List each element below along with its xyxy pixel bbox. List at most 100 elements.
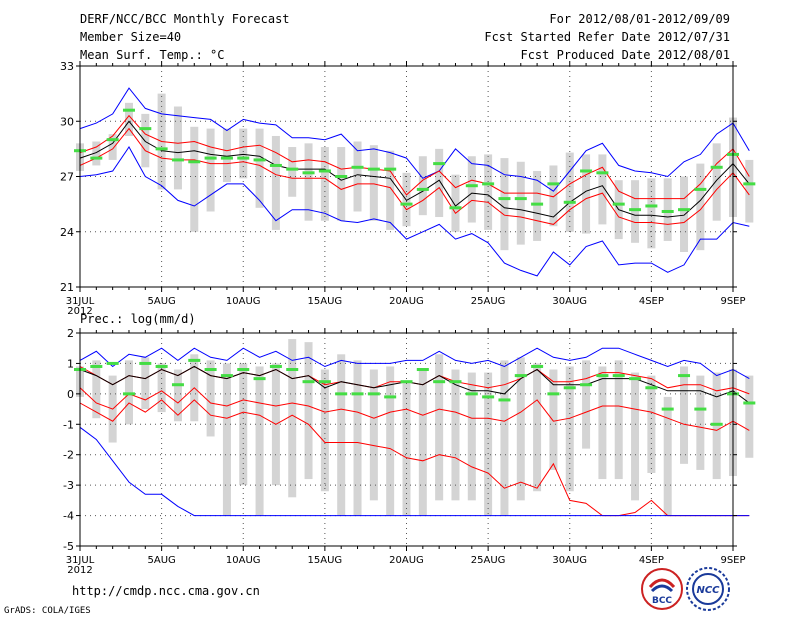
range-box [157, 363, 166, 413]
median-marker [629, 208, 642, 212]
median-marker [433, 380, 446, 384]
median-marker [678, 374, 691, 378]
series-max [79, 347, 750, 380]
range-box [141, 113, 150, 168]
median-marker [155, 147, 168, 151]
range-box [206, 128, 215, 212]
median-marker [122, 108, 135, 112]
median-marker [335, 392, 348, 396]
x-tick-label: 9SEP [720, 296, 745, 307]
x-tick-label: 15AUG [308, 296, 343, 307]
median-marker [204, 368, 217, 372]
median-marker [498, 197, 511, 201]
median-marker [743, 182, 756, 186]
median-marker [416, 187, 429, 191]
median-marker [514, 197, 527, 201]
median-marker [710, 422, 723, 426]
range-box [386, 366, 395, 516]
member-size: Member Size=40 [80, 30, 182, 44]
range-box [680, 366, 689, 464]
median-marker [400, 380, 413, 384]
median-marker [563, 386, 576, 390]
range-box [451, 369, 460, 501]
median-marker [286, 167, 299, 171]
range-box [663, 178, 672, 241]
bcc-logo-text: BCC [652, 596, 672, 606]
range-box [337, 354, 346, 516]
series-min [79, 426, 750, 517]
y-tick-label: 30 [60, 115, 74, 128]
y-tick-label: -1 [63, 418, 74, 431]
ncc-logo: NCC [686, 567, 730, 611]
y-tick-label: -3 [63, 479, 74, 492]
y-tick-label: 1 [67, 357, 74, 370]
median-marker [188, 358, 201, 362]
range-box [92, 141, 101, 166]
median-marker [580, 169, 593, 173]
y-tick-label: -4 [63, 510, 74, 523]
median-marker [90, 364, 103, 368]
series-min [79, 146, 750, 277]
median-marker [155, 364, 168, 368]
range-box [435, 148, 444, 218]
range-box [141, 357, 150, 410]
median-marker [678, 208, 691, 212]
range-box [696, 375, 705, 470]
series-mean [79, 120, 750, 218]
range-box [320, 147, 329, 221]
median-marker [302, 380, 315, 384]
range-box [173, 106, 182, 190]
range-box [124, 102, 133, 136]
median-marker [400, 202, 413, 206]
x-tick-label: 15AUG [308, 555, 343, 566]
x-tick-label: 30AUG [552, 296, 587, 307]
range-box [451, 174, 460, 232]
median-marker [106, 138, 119, 142]
y-tick-label: -5 [63, 540, 74, 553]
chart-title: DERF/NCC/BCC Monthly Forecast [80, 12, 290, 26]
median-marker [531, 364, 544, 368]
range-box [647, 178, 656, 249]
range-box [271, 135, 280, 230]
range-box [239, 363, 248, 486]
prec-label: Prec.: log(mm/d) [80, 312, 196, 326]
median-marker [661, 209, 674, 213]
median-marker [90, 156, 103, 160]
x-tick-label: 25AUG [471, 296, 506, 307]
median-marker [318, 380, 331, 384]
range-box [418, 156, 427, 216]
y-tick-label: 0 [67, 388, 74, 401]
forecast-period: For 2012/08/01-2012/09/09 [549, 12, 730, 26]
median-marker [237, 368, 250, 372]
website-link[interactable]: http://cmdp.ncc.cma.gov.cn [72, 584, 260, 598]
range-box [239, 128, 248, 179]
median-marker [351, 392, 364, 396]
median-marker [612, 202, 625, 206]
median-marker [351, 165, 364, 169]
median-marker [694, 187, 707, 191]
median-marker [645, 386, 658, 390]
range-box [418, 369, 427, 516]
range-box [631, 180, 640, 243]
median-marker [694, 407, 707, 411]
range-box [222, 128, 231, 183]
median-marker [367, 167, 380, 171]
bcc-logo: BCC [641, 568, 683, 610]
median-marker [547, 392, 560, 396]
x-tick-label: 10AUG [226, 555, 261, 566]
range-box [549, 165, 558, 227]
y-tick-label: 27 [60, 171, 74, 184]
y-tick-label: 33 [60, 60, 74, 73]
x-tick-label: 31JUL [66, 296, 95, 307]
range-box [386, 150, 395, 230]
range-box [124, 360, 133, 425]
range-box [745, 375, 754, 458]
median-marker [661, 407, 674, 411]
median-marker [482, 182, 495, 186]
series-lower [79, 387, 750, 431]
range-box [712, 143, 721, 221]
range-box [516, 357, 525, 501]
range-box [614, 360, 623, 480]
y-tick-label: 24 [60, 226, 74, 239]
median-marker [384, 167, 397, 171]
